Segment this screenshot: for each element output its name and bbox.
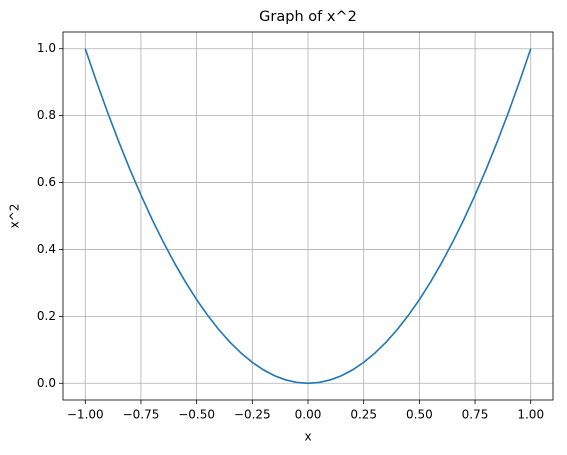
- y-tick-label: 0.0: [37, 376, 56, 390]
- x-tick-label: −1.00: [67, 408, 104, 422]
- x-tick-label: 1.00: [517, 408, 544, 422]
- y-tick-label: 1.0: [37, 41, 56, 55]
- x-axis-label: x: [304, 430, 311, 444]
- x-tick-label: 0.25: [350, 408, 377, 422]
- x-tick-label: −0.25: [234, 408, 271, 422]
- y-tick-label: 0.8: [37, 108, 56, 122]
- y-axis-label: x^2: [8, 204, 22, 229]
- plot-frame: [62, 31, 554, 401]
- x-tick-label: −0.50: [178, 408, 215, 422]
- y-tick-label: 0.2: [37, 309, 56, 323]
- chart-title: Graph of x^2: [259, 9, 357, 25]
- x-tick-label: 0.75: [462, 408, 489, 422]
- x-tick-label: −0.75: [123, 408, 160, 422]
- y-tick-label: 0.4: [37, 242, 56, 256]
- line-series: [84, 48, 532, 385]
- y-tick-label: 0.6: [37, 175, 56, 189]
- x-tick-label: 0.00: [295, 408, 322, 422]
- x-tick-label: 0.50: [406, 408, 433, 422]
